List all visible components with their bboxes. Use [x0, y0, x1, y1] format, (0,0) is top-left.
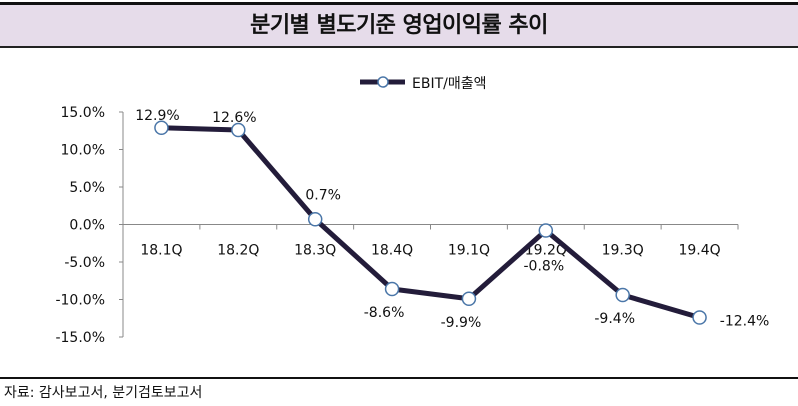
data-label: -12.4% [720, 314, 770, 330]
x-tick-label: 19.3Q [602, 243, 644, 259]
data-point [461, 291, 477, 306]
top-border [0, 2, 798, 5]
data-point [384, 281, 400, 297]
data-label: -9.9% [441, 315, 482, 331]
chart-title: 분기별 별도기준 영업이익률 추이 [250, 13, 548, 38]
data-point [692, 310, 707, 325]
legend-marker-icon [377, 76, 389, 88]
source-note: 자료: 감사보고서, 분기검토보고서 [4, 385, 203, 401]
x-tick-label: 19.4Q [678, 243, 720, 259]
data-label: 0.7% [305, 187, 341, 203]
x-tick-label: 18.4Q [371, 243, 413, 259]
bottom-border [0, 377, 798, 379]
data-label: -9.4% [594, 311, 635, 327]
title-band [0, 5, 798, 48]
data-point [538, 223, 554, 238]
x-tick-label: 19.1Q [448, 243, 490, 259]
data-point [154, 120, 169, 135]
legend: EBIT/매출액 [360, 76, 487, 92]
data-point [307, 212, 323, 227]
data-label: -0.8% [524, 259, 565, 275]
series-line [161, 125, 701, 320]
y-tick-label: -10.0% [55, 293, 105, 309]
x-tick-label: 18.1Q [140, 243, 182, 259]
data-label: -8.6% [364, 305, 405, 321]
x-tick-label: 19.2Q [525, 243, 567, 259]
y-tick-label: 10.0% [61, 143, 105, 159]
data-label: 12.9% [135, 108, 179, 124]
y-tick-label: 5.0% [69, 180, 105, 196]
data-point [231, 122, 246, 138]
y-tick-label: 15.0% [61, 105, 105, 121]
data-point [615, 287, 630, 303]
y-tick-label: -5.0% [64, 255, 105, 271]
x-tick-label: 18.2Q [217, 243, 259, 259]
y-tick-label: -15.0% [55, 330, 105, 346]
x-tick-label: 18.3Q [294, 243, 336, 259]
y-tick-label: 0.0% [69, 218, 105, 234]
legend-label: EBIT/매출액 [412, 76, 487, 92]
data-label: 12.6% [212, 110, 256, 126]
